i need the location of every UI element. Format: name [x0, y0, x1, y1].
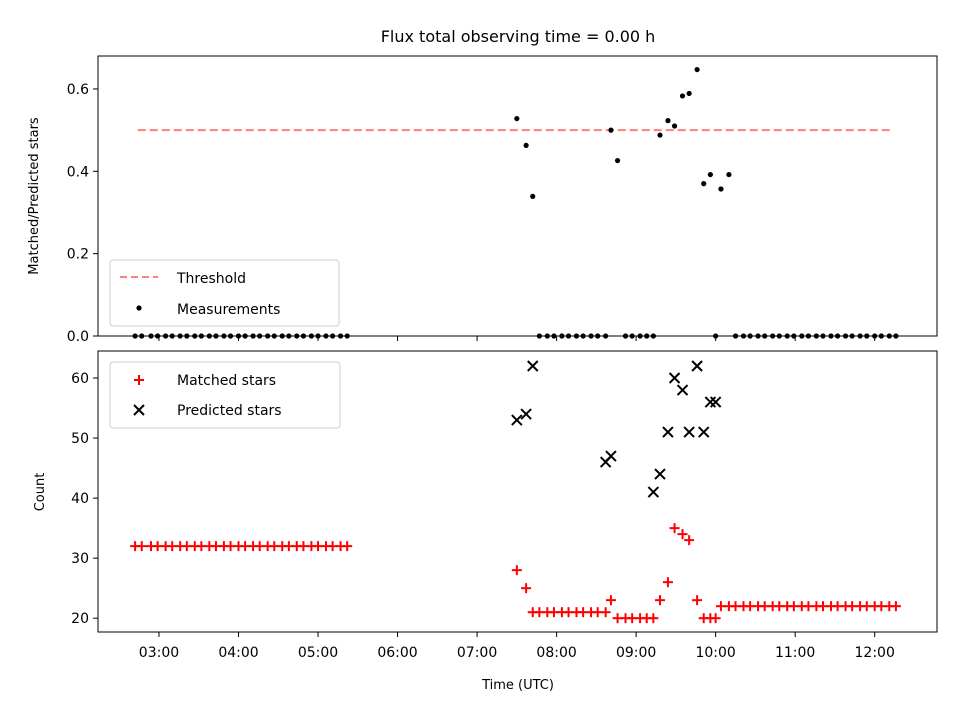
- measurement-point: [686, 90, 692, 97]
- matched-star-point: [648, 613, 659, 624]
- legend-predicted-marker: [133, 404, 145, 416]
- predicted-star-point: [676, 384, 689, 396]
- measurement-point: [523, 142, 529, 148]
- measurement-point: [726, 171, 732, 178]
- bottom-y-tick-label: 60: [71, 371, 89, 387]
- legend-matched-plus: [134, 375, 144, 385]
- legend-matched-label: Matched stars: [177, 373, 276, 389]
- matched-star-point: [710, 613, 721, 624]
- bottom-y-tick-label: 30: [71, 551, 89, 567]
- matched-star-point: [684, 535, 695, 546]
- predicted-star-point: [511, 414, 523, 426]
- measurement-point: [530, 193, 536, 200]
- top-y-axis-label: Matched/Predicted stars: [27, 117, 42, 275]
- x-tick-label: 10:00: [695, 645, 735, 661]
- measurement-point: [671, 123, 678, 129]
- top-y-tick-label: 0.4: [67, 164, 89, 180]
- predicted-star-point: [662, 426, 674, 438]
- matched-star-point: [521, 583, 532, 594]
- bottom-y-tick-label: 40: [71, 491, 89, 507]
- matched-star-point: [677, 529, 688, 540]
- top-y-tick-label: 0.2: [67, 247, 89, 263]
- chart-title: Flux total observing time = 0.00 h: [381, 27, 656, 46]
- x-tick-label: 06:00: [377, 645, 417, 661]
- legend-predicted-cross: [133, 404, 145, 416]
- measurement-point: [707, 171, 713, 178]
- matched-star-point: [662, 577, 673, 588]
- bottom-y-tick-label: 20: [71, 611, 89, 627]
- measurement-point: [694, 66, 700, 73]
- predicted-star-point: [683, 426, 695, 438]
- matched-star-point: [136, 541, 147, 552]
- matched-star-point: [890, 601, 901, 612]
- legend-predicted-label: Predicted stars: [177, 403, 282, 419]
- matched-star-point: [669, 523, 680, 534]
- bottom-y-tick-label: 50: [71, 431, 89, 447]
- x-tick-label: 11:00: [775, 645, 815, 661]
- x-tick-label: 05:00: [298, 645, 338, 661]
- legend-measurements-label: Measurements: [177, 302, 280, 318]
- measurement-point: [614, 157, 621, 164]
- matched-star-point: [654, 595, 665, 606]
- measurement-point: [665, 118, 671, 124]
- measurement-point: [718, 186, 724, 192]
- predicted-star-point: [698, 426, 710, 438]
- bottom-panel: 20 30 40 50 60 Count 03:00 04:00 05:00 06:00 07:…: [33, 350, 938, 693]
- top-y-tick-label: 0.0: [67, 329, 89, 345]
- matched-star-point: [342, 541, 353, 552]
- x-tick-label: 04:00: [218, 645, 258, 661]
- legend-matched-marker: [134, 375, 144, 385]
- x-tick-label: 03:00: [139, 645, 179, 661]
- legend-measurements-marker: [136, 305, 142, 311]
- x-axis-label: Time (UTC): [481, 678, 554, 693]
- predicted-star-point: [527, 360, 539, 372]
- legend-threshold-label: Threshold: [176, 271, 246, 287]
- matched-star-point: [511, 565, 522, 576]
- top-legend: Threshold Measurements: [109, 259, 340, 327]
- measurement-point: [701, 181, 707, 187]
- predicted-star-point: [520, 408, 532, 420]
- top-y-tick-label: 0.6: [67, 82, 89, 98]
- x-tick-label: 07:00: [457, 645, 497, 661]
- predicted-star-point: [709, 396, 722, 408]
- bottom-y-axis-label: Count: [33, 473, 48, 512]
- x-tick-label: 12:00: [855, 645, 895, 661]
- top-panel: 0.0 0.2 0.4 0.6 Matched/Predicted stars Thr…: [27, 55, 938, 345]
- measurement-point: [514, 115, 520, 122]
- predicted-star-point: [654, 468, 666, 480]
- predicted-star-point: [605, 450, 617, 462]
- measurement-point: [657, 132, 663, 138]
- predicted-star-point: [647, 486, 660, 498]
- predicted-star-point: [668, 372, 681, 384]
- predicted-star-point: [691, 360, 703, 372]
- bottom-legend: Matched stars Predicted stars: [109, 361, 341, 429]
- matched-star-point: [605, 595, 616, 606]
- x-tick-label: 09:00: [616, 645, 656, 661]
- x-tick-label: 08:00: [536, 645, 576, 661]
- matched-star-point: [600, 607, 611, 618]
- matched-star-point: [692, 595, 703, 606]
- measurement-point: [608, 127, 614, 133]
- measurement-point: [679, 93, 686, 99]
